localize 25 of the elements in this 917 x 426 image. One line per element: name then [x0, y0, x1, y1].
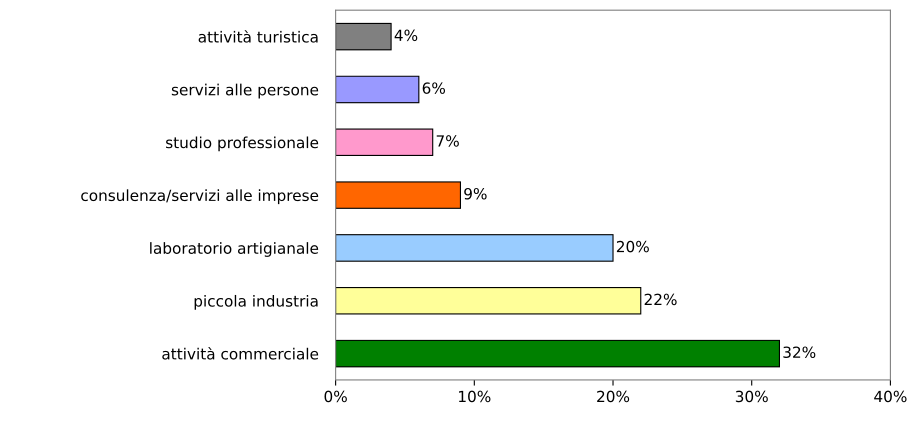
- data-label: 20%: [616, 240, 649, 252]
- data-label: 6%: [422, 82, 446, 94]
- x-tick-label: 40%: [874, 390, 907, 402]
- bar: [336, 234, 614, 262]
- data-label: 4%: [394, 30, 418, 42]
- y-tick-label: piccola industria: [194, 294, 318, 310]
- data-label: 9%: [464, 188, 487, 200]
- y-tick-label: laboratorio artigianale: [150, 242, 318, 257]
- x-tick-label: 10%: [459, 390, 490, 402]
- y-tick-label: consulenza/servizi alle imprese: [81, 189, 318, 204]
- x-tick-label: 20%: [597, 390, 630, 402]
- y-tick-label: attività turistica: [198, 30, 318, 43]
- data-label: 7%: [436, 135, 459, 147]
- x-tick-label: 0%: [324, 390, 347, 402]
- y-tick-label: servizi alle persone: [172, 84, 318, 98]
- bar: [336, 76, 420, 104]
- bar: [336, 128, 434, 156]
- data-label: 22%: [644, 294, 677, 306]
- bar: [336, 286, 642, 315]
- y-tick-label: studio professionale: [166, 136, 318, 152]
- y-tick-label: attività commerciale: [162, 347, 318, 360]
- bar: [336, 340, 780, 368]
- x-tick-label: 30%: [736, 390, 768, 402]
- data-label: 32%: [783, 346, 816, 358]
- bar: [336, 181, 462, 209]
